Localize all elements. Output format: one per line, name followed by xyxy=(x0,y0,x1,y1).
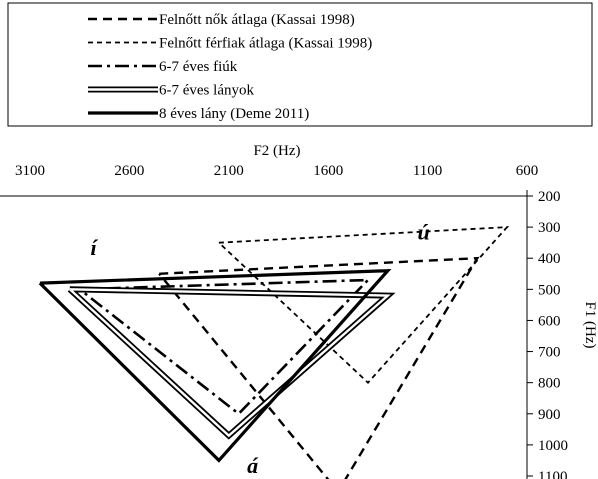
x-tick-label-1: 3100 xyxy=(15,163,45,179)
series-5-triangle xyxy=(38,268,392,463)
legend: Felnőtt nők átlaga (Kassai 1998) Felnőtt … xyxy=(7,2,593,127)
series-2-triangle xyxy=(218,226,510,384)
legend-label-4: 6-7 éves lányok xyxy=(159,83,254,99)
x-axis-title: F2 (Hz) xyxy=(253,143,300,159)
vowel-label-3: á xyxy=(247,453,259,478)
series-3-triangle xyxy=(78,278,372,416)
legend-label-5: 8 éves lány (Deme 2011) xyxy=(159,106,309,122)
vowel-label-2: ú xyxy=(417,220,429,245)
y-tick-label-6: 700 xyxy=(538,345,561,361)
legend-label-1: Felnőtt nők átlaga (Kassai 1998) xyxy=(159,12,355,28)
series-4-triangle-inner xyxy=(68,288,391,438)
vowel-label-1: í xyxy=(91,235,99,260)
series-3-triangle-stroke xyxy=(78,278,372,416)
y-tick-label-10: 1100 xyxy=(538,469,567,479)
series-1-triangle-stroke xyxy=(158,256,480,479)
series-4-triangle-stroke xyxy=(67,286,396,440)
y-axis-title: F1 (Hz) xyxy=(582,301,598,348)
legend-label-3: 6-7 éves fiúk xyxy=(159,59,238,75)
vowel-annotations: í ú á xyxy=(91,220,430,478)
series-4-triangle xyxy=(67,286,396,440)
y-tick-label-4: 500 xyxy=(538,282,561,298)
series-5-triangle-stroke xyxy=(38,268,392,463)
series-1-triangle xyxy=(158,256,480,479)
y-tick-label-7: 800 xyxy=(538,376,561,392)
legend-label-2: Felnőtt férfiak átlaga (Kassai 1998) xyxy=(159,36,372,52)
x-tick-label-6: 600 xyxy=(516,163,539,179)
y-tick-label-9: 1000 xyxy=(538,438,568,454)
y-tick-label-8: 900 xyxy=(538,407,561,423)
x-axis: 3100 2600 2100 1600 1100 600 F2 (Hz) xyxy=(0,143,539,197)
y-tick-label-1: 200 xyxy=(538,189,561,205)
y-tick-label-2: 300 xyxy=(538,220,561,236)
legend-box xyxy=(7,2,593,127)
x-tick-label-3: 2100 xyxy=(214,163,244,179)
series-2-triangle-stroke xyxy=(218,226,510,384)
x-tick-label-2: 2600 xyxy=(114,163,144,179)
plot-area xyxy=(38,226,510,479)
x-tick-label-5: 1100 xyxy=(413,163,442,179)
y-tick-label-5: 600 xyxy=(538,313,561,329)
y-axis: 200 300 400 500 600 700 800 900 1000 1100 F1 (Hz) xyxy=(526,189,598,479)
y-tick-label-3: 400 xyxy=(538,251,561,267)
x-tick-label-4: 1600 xyxy=(313,163,343,179)
